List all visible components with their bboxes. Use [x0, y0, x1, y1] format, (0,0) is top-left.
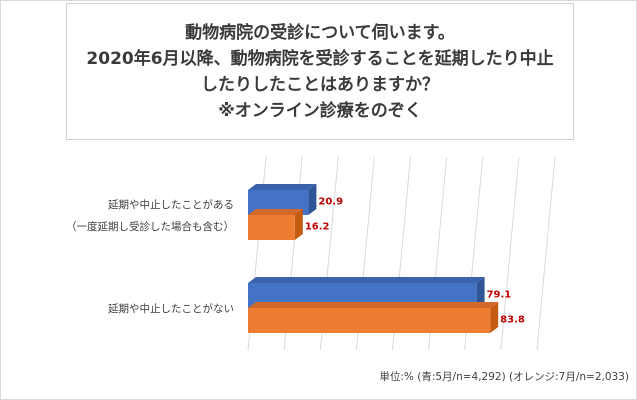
- bar-top-s1-c0: [248, 209, 303, 215]
- value-label-s1-c1: 83.8: [500, 315, 525, 326]
- bar-side-s0-c0: [308, 184, 317, 215]
- bar-top-s0-c0: [248, 184, 317, 190]
- category-label-0-1: （一度延期し受診した場合も含む）: [66, 220, 234, 233]
- value-label-s1-c0: 16.2: [305, 222, 330, 233]
- bar-top-s0-c1: [248, 277, 485, 283]
- gridline-7: [500, 156, 520, 351]
- bar-s1-c0: [248, 215, 295, 240]
- bar-side-s1-c0: [294, 209, 303, 240]
- chart-title-line-1: 動物病院の受診について伺います。: [185, 22, 455, 43]
- category-label-0-0: 延期や中止したことがある: [108, 198, 234, 211]
- value-label-s0-c0: 20.9: [318, 197, 343, 208]
- chart-title-line-2: 2020年6月以降、動物病院を受診することを延期したり中止: [86, 48, 554, 69]
- chart-title-line-3: したりしたことはありますか？: [201, 74, 439, 95]
- unit-note: 単位:% (青:5月/n=4,292) (オレンジ:7月/n=2,033): [379, 371, 629, 383]
- value-label-s0-c1: 79.1: [487, 290, 512, 301]
- category-label-1-0: 延期や中止したことがない: [108, 302, 234, 315]
- bar-side-s1-c1: [490, 302, 499, 333]
- bar-top-s1-c1: [248, 302, 499, 308]
- bar-s1-c1: [248, 308, 491, 333]
- chart-title-box: 動物病院の受診について伺います。 2020年6月以降、動物病院を受診することを延…: [66, 3, 574, 140]
- labels: 延期や中止したことがある （一度延期し受診した場合も含む） 20.9 16.2 延期や中…: [66, 197, 525, 326]
- chart-title-line-4: ※オンライン診療をのぞく: [218, 100, 422, 121]
- bars: [248, 184, 499, 333]
- gridline-8: [536, 156, 556, 351]
- bar-side-s0-c1: [476, 277, 485, 308]
